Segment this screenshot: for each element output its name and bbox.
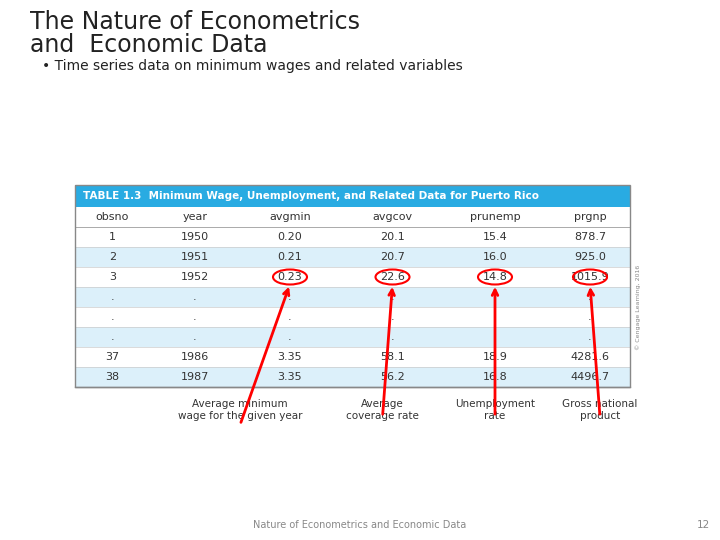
Text: prgnp: prgnp — [574, 212, 606, 222]
Text: .: . — [111, 312, 114, 322]
Text: .: . — [288, 312, 292, 322]
Text: TABLE 1.3  Minimum Wage, Unemployment, and Related Data for Puerto Rico: TABLE 1.3 Minimum Wage, Unemployment, an… — [83, 191, 539, 201]
Text: 0.23: 0.23 — [278, 272, 302, 282]
Text: 16.0: 16.0 — [482, 252, 508, 262]
Text: .: . — [493, 292, 497, 302]
Text: 14.8: 14.8 — [482, 272, 508, 282]
Text: 4281.6: 4281.6 — [570, 352, 610, 362]
Text: 20.1: 20.1 — [380, 232, 405, 242]
Text: 58.1: 58.1 — [380, 352, 405, 362]
Text: .: . — [288, 292, 292, 302]
Text: obsno: obsno — [96, 212, 129, 222]
Text: • Time series data on minimum wages and related variables: • Time series data on minimum wages and … — [42, 59, 463, 73]
Text: .: . — [111, 292, 114, 302]
Text: 12: 12 — [697, 520, 710, 530]
Bar — [75, 327, 630, 347]
Bar — [75, 207, 630, 227]
Text: Average minimum
wage for the given year: Average minimum wage for the given year — [178, 399, 302, 421]
Text: 20.7: 20.7 — [380, 252, 405, 262]
Text: .: . — [391, 292, 395, 302]
Text: .: . — [493, 332, 497, 342]
Text: 1950: 1950 — [181, 232, 209, 242]
Bar — [75, 247, 630, 267]
Text: 3.35: 3.35 — [278, 372, 302, 382]
Text: and  Economic Data: and Economic Data — [30, 33, 268, 57]
Text: avgmin: avgmin — [269, 212, 311, 222]
Bar — [75, 367, 630, 387]
Text: 2: 2 — [109, 252, 116, 262]
Bar — [75, 227, 630, 247]
Text: .: . — [193, 292, 197, 302]
Bar — [75, 185, 630, 207]
Text: .: . — [391, 312, 395, 322]
Text: Nature of Econometrics and Economic Data: Nature of Econometrics and Economic Data — [253, 520, 467, 530]
Text: 16.8: 16.8 — [482, 372, 508, 382]
Text: avgcov: avgcov — [372, 212, 413, 222]
Bar — [75, 185, 630, 387]
Text: 0.21: 0.21 — [278, 252, 302, 262]
Text: 1: 1 — [109, 232, 116, 242]
Text: prunemp: prunemp — [469, 212, 521, 222]
Text: Average
coverage rate: Average coverage rate — [346, 399, 419, 421]
Text: 3: 3 — [109, 272, 116, 282]
Text: 37: 37 — [105, 352, 120, 362]
Text: .: . — [193, 312, 197, 322]
Text: 4496.7: 4496.7 — [570, 372, 610, 382]
Text: 15.4: 15.4 — [482, 232, 508, 242]
Text: 925.0: 925.0 — [574, 252, 606, 262]
Text: Gross national
product: Gross national product — [562, 399, 638, 421]
Bar — [75, 347, 630, 367]
Text: © Cengage Learning, 2016: © Cengage Learning, 2016 — [635, 265, 641, 349]
Bar — [75, 267, 630, 287]
Text: 1986: 1986 — [181, 352, 209, 362]
Bar — [75, 307, 630, 327]
Text: 1015.9: 1015.9 — [571, 272, 609, 282]
Bar — [75, 287, 630, 307]
Text: .: . — [288, 332, 292, 342]
Text: .: . — [391, 332, 395, 342]
Text: 0.20: 0.20 — [278, 232, 302, 242]
Text: .: . — [111, 332, 114, 342]
Text: 1987: 1987 — [181, 372, 210, 382]
Text: Unemployment
rate: Unemployment rate — [455, 399, 535, 421]
Text: 3.35: 3.35 — [278, 352, 302, 362]
Text: 22.6: 22.6 — [380, 272, 405, 282]
Text: 1951: 1951 — [181, 252, 209, 262]
Text: .: . — [588, 292, 592, 302]
Text: 18.9: 18.9 — [482, 352, 508, 362]
Text: The Nature of Econometrics: The Nature of Econometrics — [30, 10, 360, 34]
Text: year: year — [182, 212, 207, 222]
Text: .: . — [493, 312, 497, 322]
Text: 1952: 1952 — [181, 272, 209, 282]
Text: .: . — [588, 312, 592, 322]
Text: 38: 38 — [105, 372, 120, 382]
Text: 56.2: 56.2 — [380, 372, 405, 382]
Text: .: . — [193, 332, 197, 342]
Text: 878.7: 878.7 — [574, 232, 606, 242]
Text: .: . — [588, 332, 592, 342]
